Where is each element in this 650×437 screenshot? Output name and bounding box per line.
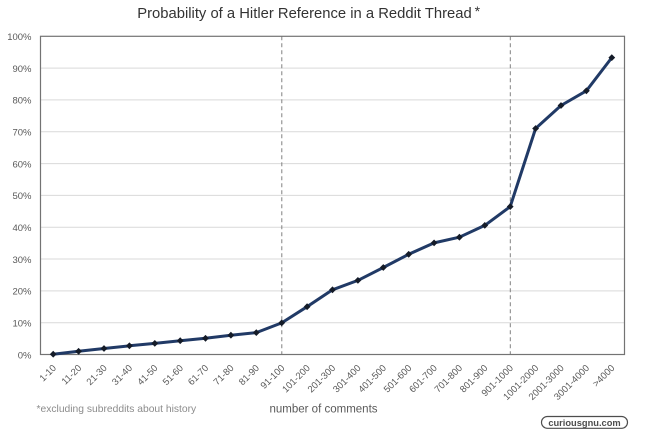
svg-text:curiousgnu.com: curiousgnu.com: [548, 418, 620, 428]
svg-text:70%: 70%: [12, 128, 32, 139]
svg-text:*excluding subreddits about hi: *excluding subreddits about history: [37, 404, 198, 415]
svg-text:90%: 90%: [12, 64, 32, 75]
svg-text:30%: 30%: [12, 255, 32, 266]
svg-text:60%: 60%: [12, 159, 32, 170]
svg-text:20%: 20%: [12, 287, 32, 298]
svg-text:50%: 50%: [12, 191, 32, 202]
svg-text:100%: 100%: [7, 32, 32, 43]
svg-text:80%: 80%: [12, 96, 32, 107]
svg-text:10%: 10%: [12, 319, 32, 330]
svg-text:number of comments: number of comments: [270, 404, 378, 416]
svg-text:Probability of a Hitler Refere: Probability of a Hitler Reference in a R…: [137, 6, 471, 22]
svg-text:0%: 0%: [18, 350, 32, 361]
svg-text:40%: 40%: [12, 223, 32, 234]
svg-text:*: *: [475, 3, 481, 19]
